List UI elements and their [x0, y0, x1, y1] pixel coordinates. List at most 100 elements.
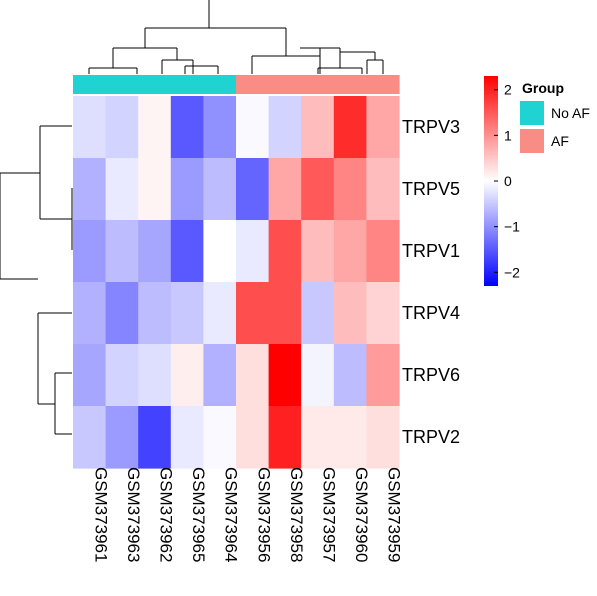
heatmap-cell: [138, 96, 172, 159]
heatmap-cell: [138, 282, 172, 345]
heatmap-cell: [366, 406, 400, 469]
group-annotation-bar: [73, 75, 400, 94]
column-label: GSM373961: [91, 467, 110, 562]
colorbar-tick-label: −2: [504, 264, 520, 280]
row-dendrogram: [0, 125, 73, 435]
heatmap-cell: [170, 220, 204, 283]
heatmap-cell: [236, 96, 270, 159]
row-label: TRPV3: [402, 117, 460, 137]
heatmap-cell: [203, 158, 237, 221]
heatmap-cell: [73, 96, 107, 159]
heatmap-cell: [333, 406, 367, 469]
heatmap-cell: [170, 344, 204, 407]
heatmap-cell: [333, 96, 367, 159]
heatmap-cell: [301, 96, 335, 159]
heatmap-cell: [366, 282, 400, 345]
heatmap-cell: [105, 406, 139, 469]
legend-entries: No AF AF: [520, 101, 590, 153]
row-labels: TRPV3 TRPV5 TRPV1 TRPV4 TRPV6 TRPV2: [402, 117, 460, 447]
heatmap-cell: [203, 344, 237, 407]
group-annotation-cell: [105, 75, 139, 94]
legend-title: Group: [522, 80, 564, 96]
colorbar: [484, 76, 498, 286]
heatmap-cell: [170, 158, 204, 221]
row-label: TRPV1: [402, 241, 460, 261]
heatmap-cell: [301, 344, 335, 407]
heatmap-cell: [333, 158, 367, 221]
legend-label: AF: [551, 133, 569, 149]
heatmap-cell: [236, 282, 270, 345]
heatmap-cell: [138, 406, 172, 469]
colorbar-tick-label: 2: [504, 82, 512, 98]
heatmap-cells: [73, 96, 400, 469]
legend-swatch: [520, 101, 544, 125]
heatmap-cell: [203, 220, 237, 283]
heatmap-cell: [333, 220, 367, 283]
heatmap-cell: [236, 220, 270, 283]
heatmap-cell: [170, 96, 204, 159]
heatmap-cell: [105, 344, 139, 407]
heatmap-cell: [138, 158, 172, 221]
colorbar-tick-label: −1: [504, 219, 520, 235]
colorbar-tick-label: 1: [504, 127, 512, 143]
row-label: TRPV4: [402, 303, 460, 323]
heatmap-cell: [366, 220, 400, 283]
heatmap-cell: [105, 96, 139, 159]
heatmap-cell: [73, 158, 107, 221]
heatmap-cell: [170, 282, 204, 345]
row-label: TRPV6: [402, 365, 460, 385]
column-label: GSM373962: [157, 467, 176, 562]
group-annotation-cell: [268, 75, 302, 94]
heatmap-cell: [203, 282, 237, 345]
column-label: GSM373956: [254, 467, 273, 562]
heatmap-cell: [138, 220, 172, 283]
group-annotation-cell: [236, 75, 270, 94]
heatmap-cell: [301, 158, 335, 221]
heatmap-cell: [366, 344, 400, 407]
heatmap-cell: [333, 344, 367, 407]
colorbar-ticks: 2 1 0 −1 −2: [494, 82, 520, 280]
heatmap-cell: [105, 158, 139, 221]
heatmap-cell: [366, 158, 400, 221]
heatmap-cell: [105, 282, 139, 345]
row-label: TRPV5: [402, 179, 460, 199]
column-label: GSM373959: [385, 467, 404, 562]
heatmap-cell: [170, 406, 204, 469]
group-annotation-cell: [73, 75, 107, 94]
heatmap-cell: [333, 282, 367, 345]
heatmap-cell: [268, 96, 302, 159]
heatmap-cell: [301, 220, 335, 283]
legend-area: 2 1 0 −1 −2 Group No AF AF: [484, 76, 590, 286]
column-dendrogram: [88, 0, 384, 74]
heatmap-cell: [236, 158, 270, 221]
column-label: GSM373958: [287, 467, 306, 562]
heatmap-cell: [203, 96, 237, 159]
heatmap-cell: [236, 406, 270, 469]
heatmap-cell: [366, 96, 400, 159]
group-annotation-cell: [301, 75, 335, 94]
heatmap-cell: [203, 406, 237, 469]
column-label: GSM373964: [222, 467, 241, 562]
legend-swatch: [520, 129, 544, 153]
group-annotation-cell: [138, 75, 172, 94]
heatmap-cell: [268, 158, 302, 221]
column-label: GSM373957: [320, 467, 339, 562]
heatmap-cell: [105, 220, 139, 283]
heatmap-cell: [138, 344, 172, 407]
heatmap-cell: [73, 344, 107, 407]
heatmap-cell: [268, 220, 302, 283]
column-label: GSM373960: [352, 467, 371, 562]
heatmap-cell: [268, 344, 302, 407]
group-annotation-cell: [366, 75, 400, 94]
heatmap-cell: [268, 282, 302, 345]
heatmap-cell: [301, 282, 335, 345]
heatmap-cell: [73, 406, 107, 469]
heatmap-cell: [73, 282, 107, 345]
legend-label: No AF: [551, 105, 590, 121]
column-labels: GSM373961 GSM373963 GSM373962 GSM373965 GSM3…: [91, 467, 403, 562]
row-label: TRPV2: [402, 427, 460, 447]
colorbar-tick-label: 0: [504, 173, 512, 189]
column-label: GSM373965: [189, 467, 208, 562]
heatmap-cell: [73, 220, 107, 283]
